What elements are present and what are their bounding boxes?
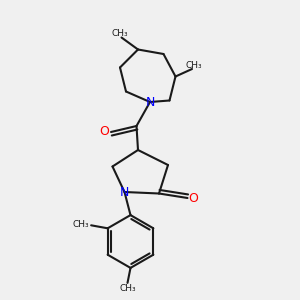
Text: CH₃: CH₃ xyxy=(185,61,202,70)
Text: O: O xyxy=(100,125,109,139)
Text: O: O xyxy=(189,191,198,205)
Text: CH₃: CH₃ xyxy=(119,284,136,293)
Text: CH₃: CH₃ xyxy=(72,220,89,229)
Text: N: N xyxy=(145,95,155,109)
Text: N: N xyxy=(120,185,129,199)
Text: CH₃: CH₃ xyxy=(112,29,128,38)
